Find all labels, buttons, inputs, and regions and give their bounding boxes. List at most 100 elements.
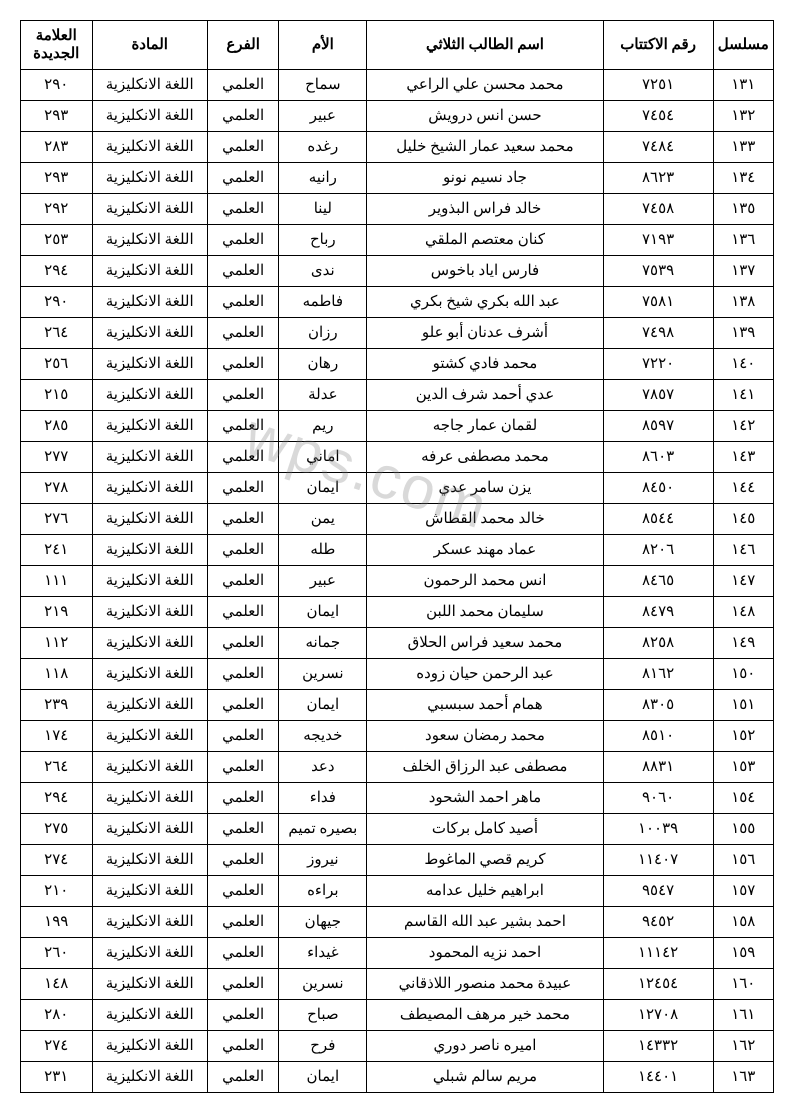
cell-enroll: ٨٤٦٥ (603, 566, 713, 597)
table-row: ١٥٦١١٤٠٧كريم قصي الماغوطنيروزالعلمياللغة… (21, 845, 774, 876)
cell-serial: ١٣٢ (713, 101, 773, 132)
cell-name: أشرف عدنان أبو علو (367, 318, 603, 349)
cell-subject: اللغة الانكليزية (92, 349, 207, 380)
table-row: ١٦٣١٤٤٠١مريم سالم شبليايمانالعلمياللغة ا… (21, 1062, 774, 1093)
cell-enroll: ١٠٠٣٩ (603, 814, 713, 845)
cell-grade: ٢٩٤ (21, 256, 93, 287)
cell-grade: ٢٧٨ (21, 473, 93, 504)
cell-branch: العلمي (207, 1000, 278, 1031)
cell-branch: العلمي (207, 101, 278, 132)
cell-branch: العلمي (207, 535, 278, 566)
table-row: ١٤٥٨٥٤٤خالد محمد القطاشيمنالعلمياللغة ال… (21, 504, 774, 535)
cell-branch: العلمي (207, 163, 278, 194)
col-header-subject: المادة (92, 21, 207, 70)
cell-name: محمد سعيد فراس الحلاق (367, 628, 603, 659)
cell-enroll: ٧٢٥١ (603, 70, 713, 101)
table-row: ١٥٠٨١٦٢عبد الرحمن حيان زودهنسرينالعلميال… (21, 659, 774, 690)
cell-mother: نسرين (279, 969, 367, 1000)
cell-grade: ٢٩٤ (21, 783, 93, 814)
cell-serial: ١٤٨ (713, 597, 773, 628)
cell-mother: يمن (279, 504, 367, 535)
cell-mother: اماني (279, 442, 367, 473)
cell-serial: ١٤٢ (713, 411, 773, 442)
table-row: ١٤١٧٨٥٧عدي أحمد شرف الدينعدلةالعلمياللغة… (21, 380, 774, 411)
table-row: ١٤٦٨٢٠٦عماد مهند عسكرطلهالعلمياللغة الان… (21, 535, 774, 566)
cell-subject: اللغة الانكليزية (92, 659, 207, 690)
cell-serial: ١٦٢ (713, 1031, 773, 1062)
table-row: ١٤٣٨٦٠٣محمد مصطفى عرفهامانيالعلمياللغة ا… (21, 442, 774, 473)
cell-subject: اللغة الانكليزية (92, 752, 207, 783)
cell-enroll: ٧٤٥٨ (603, 194, 713, 225)
cell-grade: ٢٦٠ (21, 938, 93, 969)
cell-grade: ٢٣١ (21, 1062, 93, 1093)
cell-grade: ٢٨٠ (21, 1000, 93, 1031)
cell-enroll: ١٤٤٠١ (603, 1062, 713, 1093)
cell-mother: نيروز (279, 845, 367, 876)
cell-enroll: ٨٥٤٤ (603, 504, 713, 535)
table-row: ١٥٣٨٨٣١مصطفى عبد الرزاق الخلفدعدالعلميال… (21, 752, 774, 783)
cell-name: عدي أحمد شرف الدين (367, 380, 603, 411)
cell-enroll: ٨٦٢٣ (603, 163, 713, 194)
cell-serial: ١٣٧ (713, 256, 773, 287)
cell-subject: اللغة الانكليزية (92, 876, 207, 907)
cell-enroll: ٧٥٣٩ (603, 256, 713, 287)
cell-mother: لينا (279, 194, 367, 225)
cell-serial: ١٤٧ (713, 566, 773, 597)
cell-enroll: ٧٥٨١ (603, 287, 713, 318)
cell-name: سليمان محمد اللبن (367, 597, 603, 628)
cell-branch: العلمي (207, 721, 278, 752)
cell-enroll: ٧١٩٣ (603, 225, 713, 256)
table-body: ١٣١٧٢٥١محمد محسن علي الراعيسماحالعلميالل… (21, 70, 774, 1093)
cell-branch: العلمي (207, 70, 278, 101)
cell-enroll: ١١٤٠٧ (603, 845, 713, 876)
cell-branch: العلمي (207, 659, 278, 690)
cell-serial: ١٤٥ (713, 504, 773, 535)
cell-grade: ٢٥٦ (21, 349, 93, 380)
cell-serial: ١٥٢ (713, 721, 773, 752)
cell-enroll: ٧٨٥٧ (603, 380, 713, 411)
cell-subject: اللغة الانكليزية (92, 442, 207, 473)
cell-mother: ايمان (279, 690, 367, 721)
cell-serial: ١٣٨ (713, 287, 773, 318)
table-row: ١٤٧٨٤٦٥انس محمد الرحمونعبيرالعلمياللغة ا… (21, 566, 774, 597)
cell-name: عبيدة محمد منصور اللاذقاني (367, 969, 603, 1000)
table-row: ١٣٧٧٥٣٩فارس اياد باخوسندىالعلمياللغة الا… (21, 256, 774, 287)
cell-name: اميره ناصر دوري (367, 1031, 603, 1062)
cell-mother: فرح (279, 1031, 367, 1062)
table-row: ١٣٥٧٤٥٨خالد فراس البذويرليناالعلمياللغة … (21, 194, 774, 225)
cell-grade: ٢٩٠ (21, 287, 93, 318)
cell-enroll: ٧٢٢٠ (603, 349, 713, 380)
cell-grade: ٢٦٤ (21, 318, 93, 349)
cell-enroll: ٨٨٣١ (603, 752, 713, 783)
table-row: ١٤٩٨٢٥٨محمد سعيد فراس الحلاقجمانهالعلميا… (21, 628, 774, 659)
cell-subject: اللغة الانكليزية (92, 163, 207, 194)
cell-serial: ١٤١ (713, 380, 773, 411)
cell-serial: ١٥٣ (713, 752, 773, 783)
table-row: ١٣٦٧١٩٣كنان معتصم الملقيرباحالعلمياللغة … (21, 225, 774, 256)
cell-grade: ٢٦٤ (21, 752, 93, 783)
cell-mother: ايمان (279, 1062, 367, 1093)
cell-name: محمد مصطفى عرفه (367, 442, 603, 473)
cell-subject: اللغة الانكليزية (92, 938, 207, 969)
cell-branch: العلمي (207, 256, 278, 287)
cell-name: أصيد كامل بركات (367, 814, 603, 845)
cell-enroll: ٨٦٠٣ (603, 442, 713, 473)
table-row: ١٦٢١٤٣٣٢اميره ناصر دوريفرحالعلمياللغة ال… (21, 1031, 774, 1062)
cell-mother: ندى (279, 256, 367, 287)
cell-name: محمد فادي كشتو (367, 349, 603, 380)
cell-name: احمد نزيه المحمود (367, 938, 603, 969)
cell-serial: ١٦٣ (713, 1062, 773, 1093)
cell-name: محمد خير مرهف المصيطف (367, 1000, 603, 1031)
cell-serial: ١٥٥ (713, 814, 773, 845)
cell-serial: ١٤٩ (713, 628, 773, 659)
col-header-mother: الأم (279, 21, 367, 70)
cell-mother: عدلة (279, 380, 367, 411)
table-row: ١٥٥١٠٠٣٩أصيد كامل بركاتبصيره تميمالعلميا… (21, 814, 774, 845)
cell-name: عماد مهند عسكر (367, 535, 603, 566)
cell-subject: اللغة الانكليزية (92, 566, 207, 597)
cell-name: مصطفى عبد الرزاق الخلف (367, 752, 603, 783)
cell-name: خالد محمد القطاش (367, 504, 603, 535)
cell-enroll: ٩٥٤٧ (603, 876, 713, 907)
table-row: ١٤٢٨٥٩٧لقمان عمار جاجهريمالعلمياللغة الا… (21, 411, 774, 442)
cell-branch: العلمي (207, 349, 278, 380)
